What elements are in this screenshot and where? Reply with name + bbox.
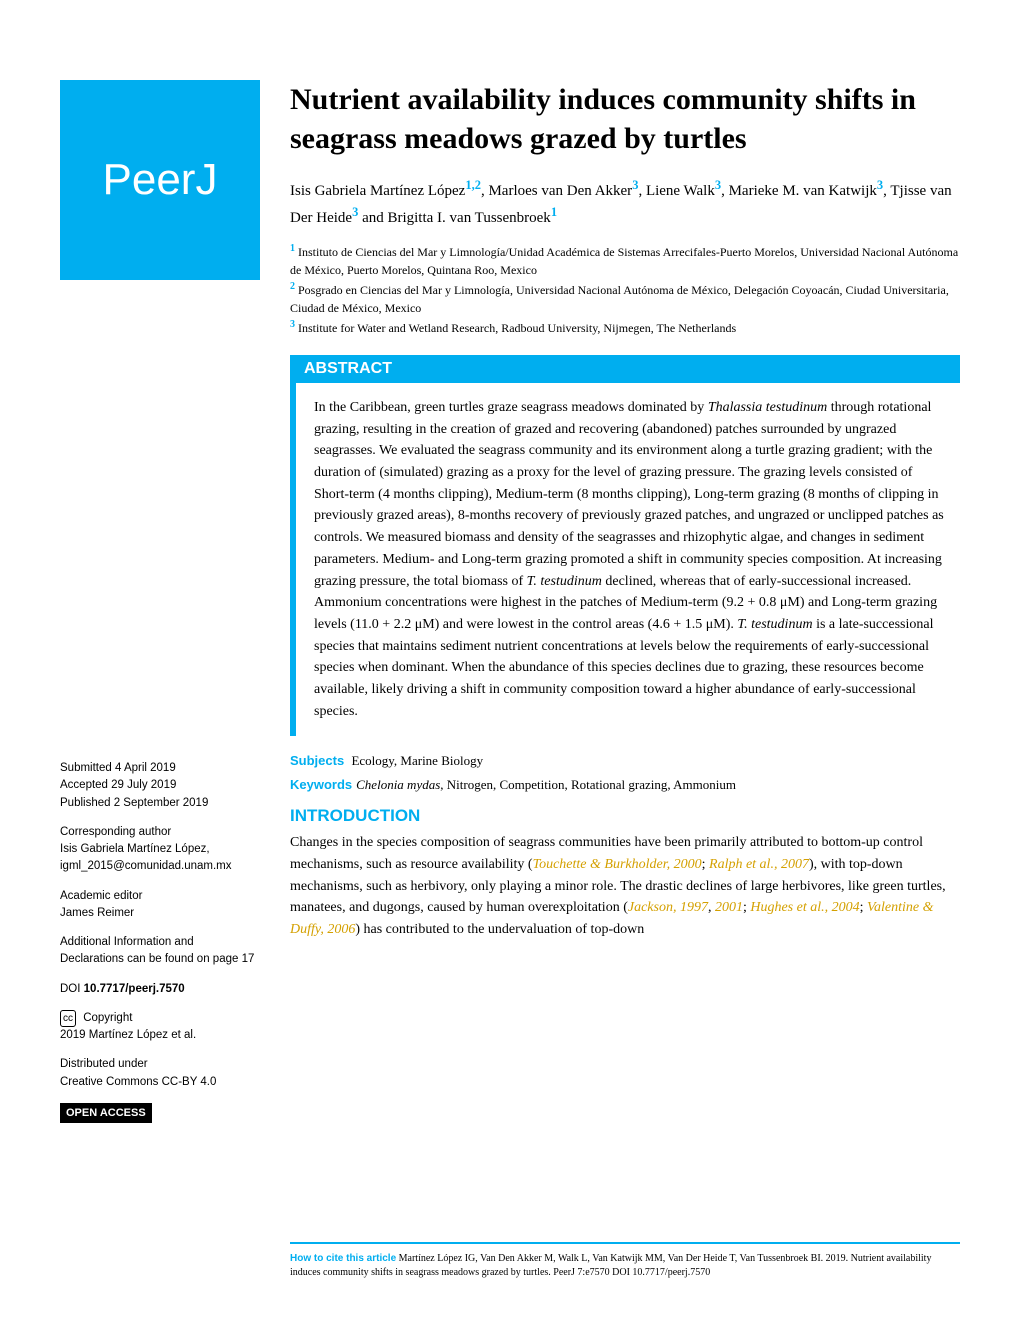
cite-label: How to cite this article — [290, 1253, 396, 1264]
accepted-date: 29 July 2019 — [111, 779, 176, 791]
affiliation-2: 2 Posgrado en Ciencias del Mar y Limnolo… — [290, 279, 960, 317]
logo-text: PeerJ — [103, 155, 218, 205]
article-title: Nutrient availability induces community … — [290, 80, 960, 158]
subjects-label: Subjects — [290, 753, 344, 768]
subjects-row: Subjects Ecology, Marine Biology — [290, 752, 960, 770]
copyright-label: Copyright — [83, 1012, 132, 1024]
abstract-text: In the Caribbean, green turtles graze se… — [314, 397, 944, 722]
corresponding-label: Corresponding author — [60, 826, 171, 838]
journal-logo: PeerJ — [60, 80, 260, 280]
open-access-badge: OPEN ACCESS — [60, 1103, 152, 1124]
author-list: Isis Gabriela Martínez López1,2, Marloes… — [290, 176, 960, 229]
additional-info[interactable]: Additional Information and Declarations … — [60, 936, 254, 965]
citation-footer: How to cite this article Martínez López … — [290, 1242, 960, 1280]
corresponding-name: Isis Gabriela Martínez López, — [60, 843, 210, 855]
doi-value[interactable]: 10.7717/peerj.7570 — [84, 983, 185, 995]
accepted-label: Accepted — [60, 779, 108, 791]
submitted-date: 4 April 2019 — [115, 762, 176, 774]
copyright-text: 2019 Martínez López et al. — [60, 1029, 196, 1041]
affiliation-1: 1 Instituto de Ciencias del Mar y Limnol… — [290, 241, 960, 279]
submitted-label: Submitted — [60, 762, 112, 774]
keywords-text: Chelonia mydas, Nitrogen, Competition, R… — [356, 777, 736, 792]
affiliation-3: 3 Institute for Water and Wetland Resear… — [290, 317, 960, 337]
abstract-section: ABSTRACT In the Caribbean, green turtles… — [290, 355, 960, 736]
published-label: Published — [60, 797, 111, 809]
intro-header: INTRODUCTION — [290, 806, 960, 826]
editor-label: Academic editor — [60, 890, 142, 902]
abstract-header: ABSTRACT — [290, 355, 960, 383]
doi-label: DOI — [60, 983, 80, 995]
article-metadata-sidebar: Submitted 4 April 2019 Accepted 29 July … — [60, 760, 260, 1123]
editor-name: James Reimer — [60, 907, 134, 919]
keywords-row: Keywords Chelonia mydas, Nitrogen, Compe… — [290, 776, 960, 794]
keywords-label: Keywords — [290, 777, 352, 792]
corresponding-email[interactable]: igml_2015@comunidad.unam.mx — [60, 860, 231, 872]
intro-body: Changes in the species composition of se… — [290, 832, 960, 940]
cc-icon: cc — [60, 1010, 76, 1027]
distributed-text: Distributed under Creative Commons CC-BY… — [60, 1058, 216, 1087]
published-date: 2 September 2019 — [114, 797, 209, 809]
affiliation-list: 1 Instituto de Ciencias del Mar y Limnol… — [290, 241, 960, 337]
